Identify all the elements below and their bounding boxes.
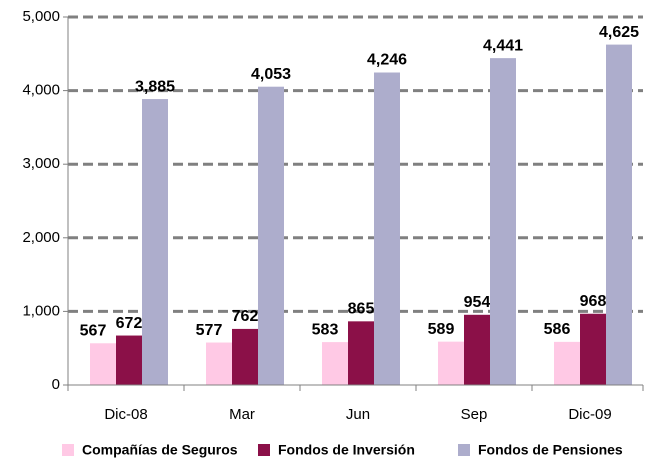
legend-label: Fondos de Inversión (278, 442, 415, 458)
value-label: 865 (348, 301, 375, 318)
bar (206, 342, 232, 385)
value-label: 762 (232, 308, 259, 325)
y-tick-label: 0 (52, 376, 60, 393)
bar (374, 72, 400, 386)
bar (142, 99, 168, 386)
legend-swatch (258, 444, 270, 456)
y-tick-label: 5,000 (22, 8, 60, 25)
value-label: 589 (428, 321, 455, 338)
bar (90, 343, 116, 385)
value-label: 954 (464, 294, 491, 311)
y-tick-label: 2,000 (22, 229, 60, 246)
value-label: 4,246 (367, 52, 407, 69)
value-label: 577 (196, 322, 223, 339)
bar (606, 44, 632, 385)
y-tick-label: 4,000 (22, 82, 60, 99)
value-label: 4,053 (251, 66, 291, 83)
value-label: 4,441 (483, 37, 523, 54)
bar (580, 313, 606, 385)
y-tick-label: 1,000 (22, 302, 60, 319)
value-label: 586 (544, 321, 571, 338)
bar (438, 341, 464, 385)
bar (258, 86, 284, 385)
value-label: 672 (116, 315, 143, 332)
bar (348, 321, 374, 385)
bar (232, 328, 258, 385)
bar (490, 58, 516, 386)
x-tick-label: Dic-08 (104, 406, 147, 423)
x-tick-label: Dic-09 (568, 406, 611, 423)
legend-label: Compañías de Seguros (82, 442, 238, 458)
legend-label: Fondos de Pensiones (478, 442, 623, 458)
bar (554, 341, 580, 385)
legend-swatch (458, 444, 470, 456)
value-label: 3,885 (135, 78, 175, 95)
y-tick-label: 3,000 (22, 155, 60, 172)
bar (322, 342, 348, 385)
value-label: 583 (312, 321, 339, 338)
bar (464, 314, 490, 385)
x-tick-label: Sep (461, 406, 488, 423)
bar (116, 335, 142, 385)
value-label: 567 (80, 322, 107, 339)
value-label: 4,625 (599, 24, 639, 41)
legend-swatch (62, 444, 74, 456)
value-label: 968 (580, 293, 607, 310)
x-tick-label: Jun (346, 406, 370, 423)
x-tick-label: Mar (229, 406, 255, 423)
